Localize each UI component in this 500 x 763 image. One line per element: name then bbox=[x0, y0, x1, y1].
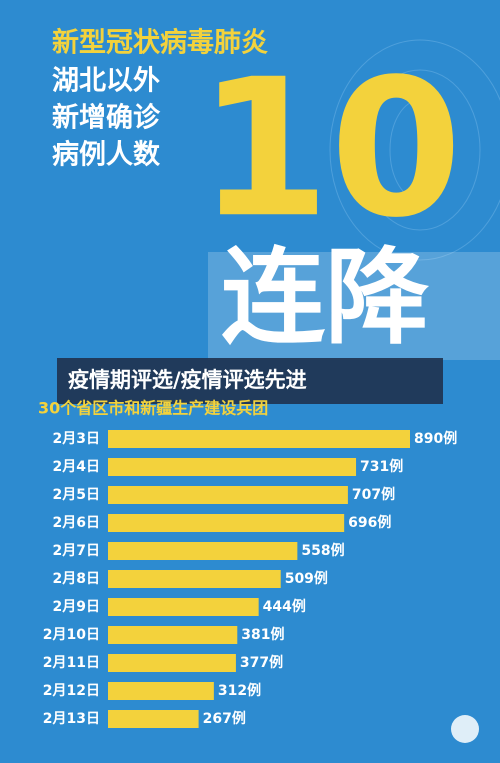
logo bbox=[451, 715, 479, 743]
bar bbox=[108, 542, 298, 560]
title: 新型冠状病毒肺炎 bbox=[52, 27, 268, 59]
value-label: 267例 bbox=[203, 710, 246, 727]
value-label: 707例 bbox=[352, 486, 395, 503]
bar bbox=[108, 682, 214, 700]
bar bbox=[108, 626, 238, 644]
bar bbox=[108, 570, 281, 588]
value-label: 377例 bbox=[240, 654, 283, 671]
value-label: 696例 bbox=[348, 514, 391, 531]
bar bbox=[108, 430, 410, 448]
banner-text: 疫情期评选/疫情评选先进 bbox=[68, 368, 307, 392]
value-label: 558例 bbox=[301, 542, 344, 559]
value-label: 890例 bbox=[414, 430, 457, 447]
bar bbox=[108, 486, 348, 504]
decoration bbox=[329, 39, 500, 261]
caption: 30个省区市和新疆生产建设兵团 bbox=[38, 399, 268, 418]
bar bbox=[108, 654, 236, 672]
banner bbox=[57, 358, 443, 404]
subtitle: 新增确诊 bbox=[52, 102, 161, 134]
bar bbox=[108, 514, 345, 532]
category-label: 2月7日 bbox=[53, 543, 100, 559]
category-label: 2月3日 bbox=[53, 431, 100, 447]
category-label: 2月5日 bbox=[53, 487, 100, 503]
value-label: 444例 bbox=[263, 598, 306, 615]
highlight-box bbox=[208, 252, 500, 360]
category-label: 2月12日 bbox=[43, 683, 100, 699]
subtitle: 湖北以外 bbox=[52, 66, 160, 97]
value-label: 312例 bbox=[218, 682, 261, 699]
value-label: 731例 bbox=[360, 458, 403, 475]
big-number: 10 bbox=[198, 38, 462, 259]
category-label: 2月13日 bbox=[43, 711, 100, 727]
category-label: 2月10日 bbox=[43, 627, 100, 643]
value-label: 509例 bbox=[285, 570, 328, 587]
bar bbox=[108, 598, 259, 616]
bar bbox=[108, 710, 199, 728]
subtitle: 病例人数 bbox=[52, 140, 161, 171]
value-label: 381例 bbox=[241, 626, 284, 643]
category-label: 2月9日 bbox=[53, 599, 100, 615]
bar bbox=[108, 458, 357, 476]
category-label: 2月8日 bbox=[53, 571, 100, 587]
category-label: 2月4日 bbox=[53, 459, 100, 475]
category-label: 2月6日 bbox=[53, 515, 100, 531]
category-label: 2月11日 bbox=[43, 655, 100, 671]
headline: 连降 bbox=[221, 236, 429, 358]
